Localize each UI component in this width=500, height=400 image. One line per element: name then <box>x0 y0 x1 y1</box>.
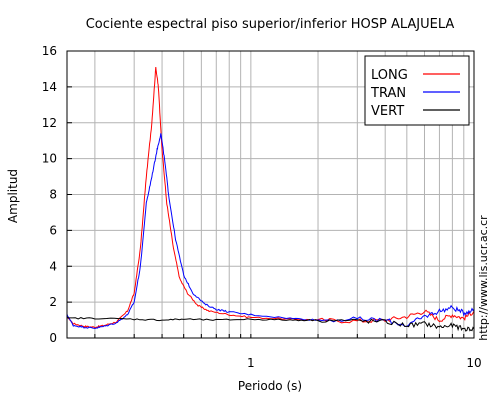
x-tick-label: 10 <box>466 356 481 370</box>
axis-ticks: 0 2 4 6 8 10 12 14 16 1 10 <box>42 44 482 370</box>
chart-title: Cociente espectral piso superior/inferio… <box>86 17 455 32</box>
legend-box <box>364 55 470 126</box>
legend-label-tran: TRAN <box>370 86 406 101</box>
y-tick-label: 2 <box>49 295 57 309</box>
legend-label-vert: VERT <box>371 104 404 119</box>
chart-series <box>66 66 475 332</box>
y-tick-label: 12 <box>42 116 57 130</box>
y-tick-label: 10 <box>42 152 57 166</box>
legend: LONG TRAN VERT <box>364 55 470 126</box>
series-line-long <box>66 66 475 329</box>
y-tick-label: 8 <box>49 188 57 202</box>
y-axis-label: Amplitud <box>6 169 20 223</box>
x-axis-label: Periodo (s) <box>238 379 302 393</box>
y-tick-label: 0 <box>49 331 57 345</box>
x-tick-label: 1 <box>247 356 255 370</box>
legend-label-long: LONG <box>371 68 408 83</box>
y-tick-label: 14 <box>42 80 57 94</box>
series-line-vert <box>66 317 475 332</box>
watermark-url: http://www.lis.ucr.ac.cr <box>477 215 490 341</box>
y-tick-label: 6 <box>49 223 57 237</box>
y-tick-label: 4 <box>49 259 57 273</box>
y-tick-label: 16 <box>42 44 57 58</box>
series-line-tran <box>66 133 475 330</box>
